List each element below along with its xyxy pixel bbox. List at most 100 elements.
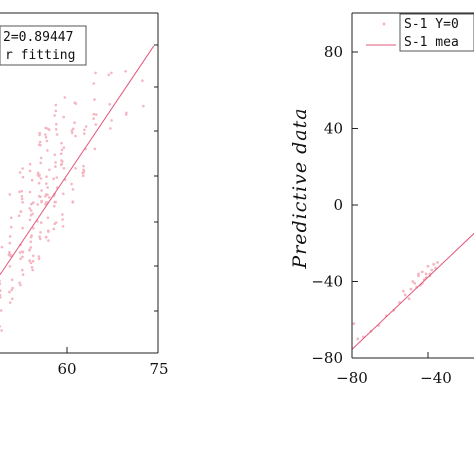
left-data-point bbox=[92, 82, 96, 85]
left-data-point bbox=[62, 192, 65, 196]
left-data-point bbox=[39, 143, 42, 147]
left-data-point bbox=[19, 210, 23, 213]
left-data-point bbox=[0, 245, 4, 249]
left-data-point bbox=[54, 200, 57, 204]
left-data-point bbox=[45, 175, 48, 178]
left-data-point bbox=[30, 202, 33, 206]
left-data-point bbox=[124, 70, 127, 73]
left-data-point bbox=[55, 133, 59, 136]
right-data-point bbox=[436, 261, 439, 264]
left-data-point bbox=[71, 127, 75, 131]
left-data-point bbox=[8, 290, 11, 294]
left-data-point bbox=[28, 169, 32, 173]
left-data-point bbox=[82, 164, 85, 168]
left-data-point bbox=[31, 259, 35, 263]
left-legend-entry: r fitting bbox=[5, 48, 75, 63]
left-data-point bbox=[108, 103, 111, 106]
left-data-point bbox=[9, 253, 12, 256]
left-data-point bbox=[31, 268, 34, 272]
left-data-point bbox=[38, 140, 42, 144]
left-data-point bbox=[36, 171, 40, 175]
left-chart: 60 75 2=0.89447 r fitting bbox=[0, 12, 169, 378]
left-data-point bbox=[109, 127, 112, 130]
left-data-point bbox=[29, 214, 33, 217]
left-data-point bbox=[28, 248, 31, 252]
left-data-point bbox=[44, 235, 48, 239]
left-legend-entry: 2=0.89447 bbox=[3, 30, 73, 45]
left-data-point bbox=[44, 195, 47, 198]
left-data-point bbox=[30, 178, 34, 182]
left-data-point bbox=[38, 235, 41, 238]
right-data-point bbox=[426, 264, 430, 268]
left-data-point bbox=[30, 266, 34, 269]
left-data-point bbox=[21, 167, 24, 170]
left-data-point bbox=[0, 289, 2, 292]
left-data-point bbox=[0, 279, 1, 283]
left-data-point bbox=[73, 101, 77, 105]
left-data-point bbox=[73, 121, 76, 124]
left-data-point bbox=[29, 246, 33, 249]
right-legend-entry: S-1 Y=0 bbox=[404, 17, 459, 32]
left-data-point bbox=[11, 297, 14, 301]
right-data-point bbox=[409, 287, 413, 291]
left-data-point bbox=[54, 103, 58, 107]
right-y-tick-label: −40 bbox=[311, 273, 343, 291]
left-data-point bbox=[9, 216, 13, 220]
left-data-point bbox=[28, 190, 32, 194]
left-data-point bbox=[46, 186, 49, 189]
left-data-point bbox=[48, 128, 51, 131]
right-data-point bbox=[430, 268, 434, 272]
left-data-point bbox=[21, 201, 24, 204]
left-data-point bbox=[74, 134, 77, 138]
left-data-point bbox=[94, 71, 97, 75]
left-data-point bbox=[29, 261, 33, 265]
right-data-point bbox=[403, 293, 407, 297]
left-data-point bbox=[19, 283, 22, 287]
left-data-point bbox=[44, 136, 48, 139]
left-data-point bbox=[38, 194, 41, 198]
left-legend-box bbox=[0, 25, 87, 66]
left-data-point bbox=[74, 167, 77, 170]
left-data-point bbox=[32, 201, 35, 204]
left-data-point bbox=[92, 117, 95, 120]
left-data-point bbox=[48, 168, 51, 172]
left-data-point bbox=[29, 240, 32, 244]
left-data-point bbox=[39, 177, 43, 180]
right-y-tick-label: 80 bbox=[324, 43, 343, 61]
left-data-point bbox=[44, 133, 47, 136]
left-data-point bbox=[17, 214, 21, 217]
right-points bbox=[352, 261, 439, 341]
right-data-point bbox=[417, 272, 420, 276]
left-x-tick-label: 75 bbox=[149, 360, 168, 378]
left-data-point bbox=[38, 237, 42, 241]
left-data-point bbox=[39, 221, 43, 224]
left-data-point bbox=[18, 190, 21, 194]
left-data-point bbox=[62, 115, 65, 119]
left-data-point bbox=[55, 122, 58, 126]
left-data-point bbox=[53, 114, 56, 117]
left-data-point bbox=[36, 173, 40, 177]
left-data-point bbox=[37, 181, 41, 185]
left-data-point bbox=[37, 255, 41, 258]
left-data-point bbox=[8, 235, 12, 238]
left-data-point bbox=[59, 163, 63, 167]
left-data-point bbox=[10, 288, 13, 292]
left-data-point bbox=[110, 119, 113, 122]
left-data-point bbox=[44, 126, 47, 130]
left-points bbox=[0, 70, 145, 332]
left-data-point bbox=[18, 281, 21, 285]
left-data-point bbox=[53, 153, 57, 157]
left-data-point bbox=[28, 218, 32, 222]
left-data-point bbox=[61, 225, 65, 228]
left-data-point bbox=[53, 222, 57, 225]
left-data-point bbox=[21, 250, 25, 254]
left-data-point bbox=[81, 174, 85, 177]
left-x-tick-label: 60 bbox=[57, 360, 76, 378]
left-data-point bbox=[60, 152, 63, 156]
left-data-point bbox=[125, 111, 128, 115]
right-x-tick-label: −40 bbox=[420, 369, 452, 387]
left-data-point bbox=[0, 309, 3, 312]
left-data-point bbox=[21, 175, 25, 179]
left-data-point bbox=[52, 177, 55, 180]
left-data-point bbox=[40, 199, 43, 203]
